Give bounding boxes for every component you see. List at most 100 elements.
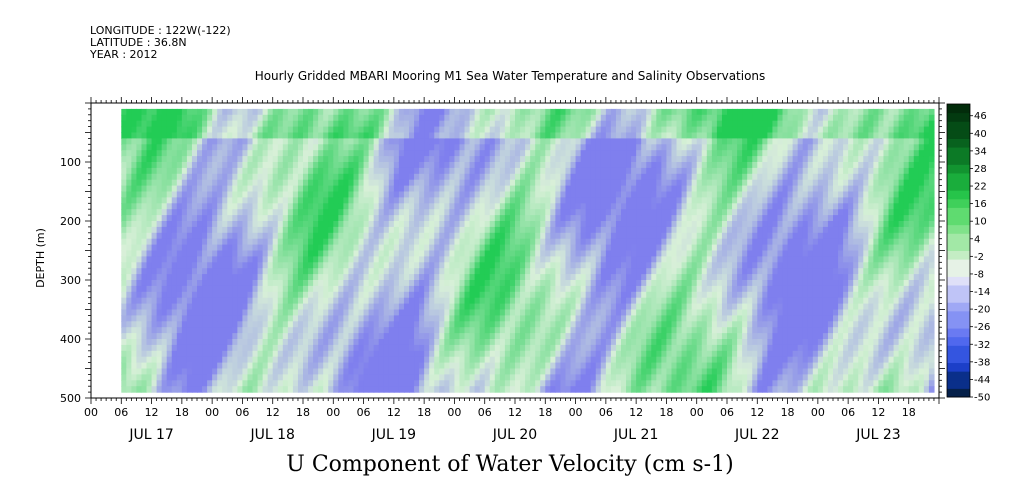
heatmap-cell: [484, 138, 491, 145]
heatmap-cell: [469, 368, 476, 375]
heatmap-cell: [252, 215, 259, 222]
heatmap-cell: [186, 150, 193, 157]
heatmap-cell: [424, 344, 430, 352]
heatmap-cell: [313, 114, 319, 122]
heatmap-cell: [338, 108, 344, 116]
heatmap-cell: [232, 285, 238, 293]
heatmap-cell: [570, 250, 577, 257]
heatmap-cell: [595, 138, 602, 145]
heatmap-cell: [615, 114, 622, 122]
heatmap-cell: [156, 191, 163, 198]
heatmap-cell: [515, 368, 521, 375]
heatmap-cell: [282, 156, 289, 163]
heatmap-cell: [227, 262, 233, 269]
heatmap-cell: [262, 350, 269, 358]
heatmap-cell: [252, 280, 259, 287]
longitude-label: LONGITUDE : 122W(-122): [90, 24, 231, 37]
heatmap-cell: [323, 232, 329, 240]
heatmap-cell: [600, 203, 607, 210]
heatmap-cell: [207, 173, 213, 181]
heatmap-cell: [156, 226, 163, 234]
heatmap-cell: [560, 303, 567, 311]
heatmap-cell: [469, 209, 476, 216]
heatmap-cell: [610, 315, 617, 322]
heatmap-cell: [207, 185, 213, 193]
heatmap-cell: [464, 244, 471, 252]
heatmap-cell: [318, 173, 324, 181]
heatmap-cell: [520, 321, 526, 328]
heatmap-cell: [494, 203, 501, 210]
heatmap-cell: [237, 344, 244, 352]
heatmap-cell: [333, 339, 339, 346]
heatmap-cell: [363, 368, 370, 375]
heatmap-cell: [146, 256, 153, 263]
heatmap-cell: [247, 368, 254, 375]
heatmap-cell: [383, 321, 390, 328]
heatmap-cell: [131, 380, 138, 387]
heatmap-cell: [570, 356, 577, 364]
heatmap-cell: [252, 244, 259, 252]
heatmap-cell: [222, 120, 228, 128]
heatmap-cell: [227, 350, 233, 358]
heatmap-cell: [626, 303, 632, 311]
heatmap-cell: [605, 297, 612, 305]
heatmap-cell: [550, 215, 556, 222]
heatmap-cell: [383, 156, 390, 163]
heatmap-cell: [166, 256, 173, 263]
heatmap-cell: [166, 138, 173, 145]
heatmap-cell: [636, 339, 642, 346]
heatmap-cell: [610, 321, 617, 328]
heatmap-cell: [444, 150, 450, 157]
heatmap-cell: [605, 344, 612, 352]
heatmap-cell: [202, 280, 208, 287]
heatmap-cell: [156, 221, 163, 228]
heatmap-cell: [197, 150, 203, 157]
heatmap-cell: [323, 179, 329, 187]
heatmap-cell: [358, 374, 365, 381]
heatmap-cell: [515, 162, 521, 169]
heatmap-cell: [570, 126, 577, 134]
heatmap-cell: [590, 108, 597, 116]
heatmap-cell: [151, 380, 158, 387]
heatmap-cell: [313, 362, 319, 370]
heatmap-cell: [343, 108, 350, 116]
heatmap-cell: [449, 315, 456, 322]
heatmap-cell: [444, 285, 450, 293]
heatmap-cell: [343, 185, 350, 193]
heatmap-cell: [631, 238, 637, 246]
heatmap-cell: [373, 120, 380, 128]
heatmap-cell: [222, 344, 228, 352]
heatmap-cell: [494, 256, 501, 263]
heatmap-cell: [358, 162, 365, 169]
heatmap-cell: [227, 344, 233, 352]
heatmap-cell: [156, 132, 163, 139]
heatmap-cell: [262, 321, 269, 328]
heatmap-cell: [267, 238, 274, 246]
heatmap-cell: [444, 120, 450, 128]
heatmap-cell: [550, 344, 556, 352]
heatmap-cell: [121, 162, 127, 169]
heatmap-cell: [333, 368, 339, 375]
heatmap-cell: [126, 256, 132, 263]
heatmap-cell: [247, 356, 254, 364]
heatmap-cell: [287, 256, 294, 263]
heatmap-cell: [318, 250, 324, 257]
heatmap-cell: [197, 221, 203, 228]
heatmap-cell: [424, 374, 430, 381]
heatmap-cell: [197, 162, 203, 169]
heatmap-cell: [328, 291, 334, 299]
heatmap-cell: [414, 339, 420, 346]
heatmap-cell: [197, 303, 203, 311]
heatmap-cell: [398, 339, 405, 346]
heatmap-cell: [454, 268, 461, 275]
heatmap-cell: [308, 209, 314, 216]
heatmap-cell: [197, 374, 203, 381]
heatmap-cell: [257, 350, 264, 358]
heatmap-cell: [156, 362, 163, 370]
heatmap-cell: [247, 179, 254, 187]
heatmap-cell: [489, 291, 496, 299]
heatmap-cell: [545, 144, 551, 151]
heatmap-cell: [156, 321, 163, 328]
heatmap-cell: [464, 203, 471, 210]
heatmap-cell: [454, 244, 461, 252]
